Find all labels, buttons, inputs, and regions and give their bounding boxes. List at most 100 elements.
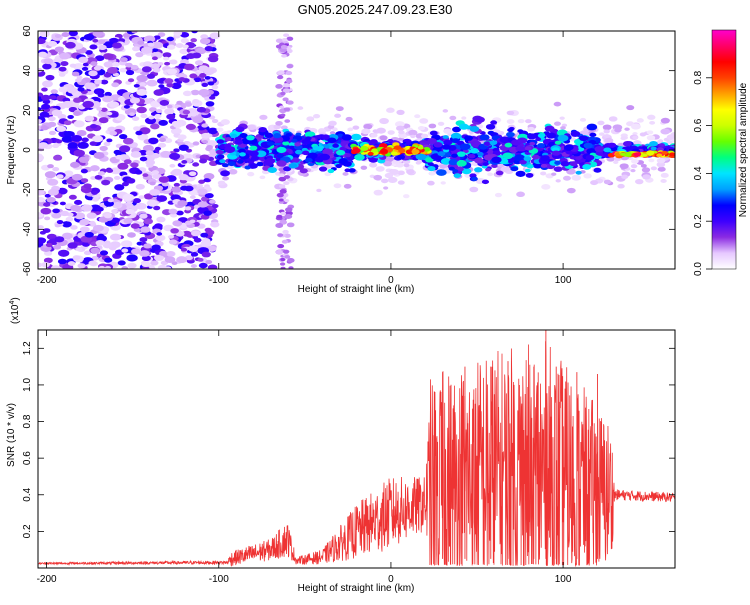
spectrogram-cell <box>276 153 284 158</box>
spectrogram-cell <box>154 146 162 151</box>
spectrogram-cell <box>73 149 85 157</box>
snr-y-ticks: 0.2 0.4 0.6 0.8 1.0 1.2 <box>22 341 675 538</box>
spectrogram-cell <box>324 171 332 177</box>
spectrogram-cell <box>50 265 61 269</box>
spectrogram-cell <box>192 141 200 146</box>
spectrogram-cell <box>216 154 225 160</box>
spectrogram-cell <box>479 134 490 141</box>
spectrogram-cell <box>560 160 570 167</box>
spectrogram-cell <box>61 232 73 240</box>
spectrogram-cell <box>146 79 158 87</box>
spectrogram-cell <box>61 100 74 108</box>
spectrogram-cell <box>531 154 540 160</box>
spectrogram-cell <box>275 84 283 89</box>
spectrogram-cell <box>198 89 210 97</box>
spectrogram-cell <box>256 161 264 167</box>
spectrogram-cell <box>485 123 496 130</box>
y-tick-label: 0.4 <box>22 487 33 501</box>
spectrogram-cell <box>631 158 639 164</box>
spectrogram-cell <box>146 73 156 79</box>
spectrogram-cell <box>206 245 217 252</box>
spectrogram-cell <box>396 109 405 115</box>
spectrogram-cell <box>217 139 225 144</box>
spectrogram-cell <box>307 152 318 159</box>
spectrogram-cell <box>135 52 144 58</box>
spectrogram-cell <box>132 198 142 204</box>
spectrogram-cell <box>111 82 120 88</box>
spectrogram-cell <box>181 160 188 164</box>
spectrogram-cell <box>177 134 187 140</box>
spectrogram-cell <box>617 183 625 189</box>
spectrogram-cell <box>180 185 189 191</box>
spectrogram-cell <box>178 173 189 181</box>
spectrogram-cell <box>336 149 346 156</box>
spectrogram-cell <box>153 35 161 40</box>
snr-x-label: Height of straight line (km) <box>298 583 415 594</box>
spectrogram-cell <box>283 181 290 186</box>
spectrogram-cell <box>429 130 438 136</box>
spectrogram-cell <box>114 184 125 191</box>
spectrogram-cell <box>316 188 322 193</box>
spectrogram-cell <box>425 157 434 163</box>
spectrogram-cell <box>170 127 182 135</box>
colorbar-gradient <box>711 29 737 270</box>
spectrogram-cell <box>613 160 619 164</box>
spectrogram-cell <box>517 137 528 144</box>
spectrogram-cell <box>526 164 534 169</box>
spectrogram-cell <box>137 133 149 141</box>
spectrogram-cell <box>47 164 54 169</box>
spectrogram-cell <box>89 44 98 50</box>
spectrogram-cell <box>190 89 200 96</box>
spectrogram-cell <box>347 127 354 132</box>
spectrogram-cell <box>650 146 657 151</box>
spectrogram-cell <box>327 168 335 174</box>
spectrogram-cell <box>244 165 251 170</box>
spectrogram-cell <box>46 123 53 127</box>
spectrogram-cell <box>529 141 536 146</box>
spectrogram-cell <box>278 184 286 189</box>
snr-marks <box>38 330 675 568</box>
spectrogram-cell <box>278 198 284 202</box>
spectrogram-cell <box>152 173 162 180</box>
spectrogram-cell <box>102 242 112 249</box>
spectrogram-cell <box>104 91 112 97</box>
spectrogram-cell <box>294 142 301 147</box>
y-tick-label: 0 <box>22 147 33 153</box>
spectrogram-cell <box>540 171 547 176</box>
spectrogram-cell <box>376 127 386 134</box>
spectrogram-cell <box>280 257 286 262</box>
spectrogram-cell <box>462 149 469 154</box>
spectrogram-cell <box>189 195 196 199</box>
spectrogram-cell <box>38 119 42 124</box>
spectrogram-cell <box>517 129 524 133</box>
spectrogram-cell <box>190 252 199 257</box>
spectrogram-cell <box>112 61 120 67</box>
spectrogram-cell <box>660 128 671 135</box>
spectrogram-cell <box>419 118 429 124</box>
spectrogram-cell <box>390 151 398 156</box>
spectrogram-cell <box>554 160 561 165</box>
spectrogram-cell <box>282 229 289 234</box>
spectrogram-cell <box>191 31 198 34</box>
spectrogram-cell <box>119 67 127 73</box>
spectrogram-cell <box>155 234 166 242</box>
spectrogram-cell <box>39 31 50 38</box>
spectrogram-cell <box>279 105 285 109</box>
spectrogram-cell <box>38 196 45 203</box>
spectrogram-cell <box>393 145 402 150</box>
spectrogram-cell <box>284 199 290 203</box>
spectrogram-cell <box>103 213 112 219</box>
x-tick-label: 0 <box>388 574 394 585</box>
spectrogram-cell <box>403 194 410 199</box>
spectrogram-cell <box>101 179 111 186</box>
spectrogram-cell <box>59 201 66 206</box>
spectrogram-cell <box>603 134 610 138</box>
spectrogram-cell <box>110 167 122 175</box>
spectrogram-cell <box>50 89 58 94</box>
spectrogram-cell <box>193 77 202 83</box>
spectrogram-cell <box>98 117 109 124</box>
spectrogram-cell <box>453 173 462 178</box>
spectrogram-cell <box>604 137 614 144</box>
spectrogram-cell <box>535 137 542 142</box>
spectrogram-cell <box>306 116 315 122</box>
